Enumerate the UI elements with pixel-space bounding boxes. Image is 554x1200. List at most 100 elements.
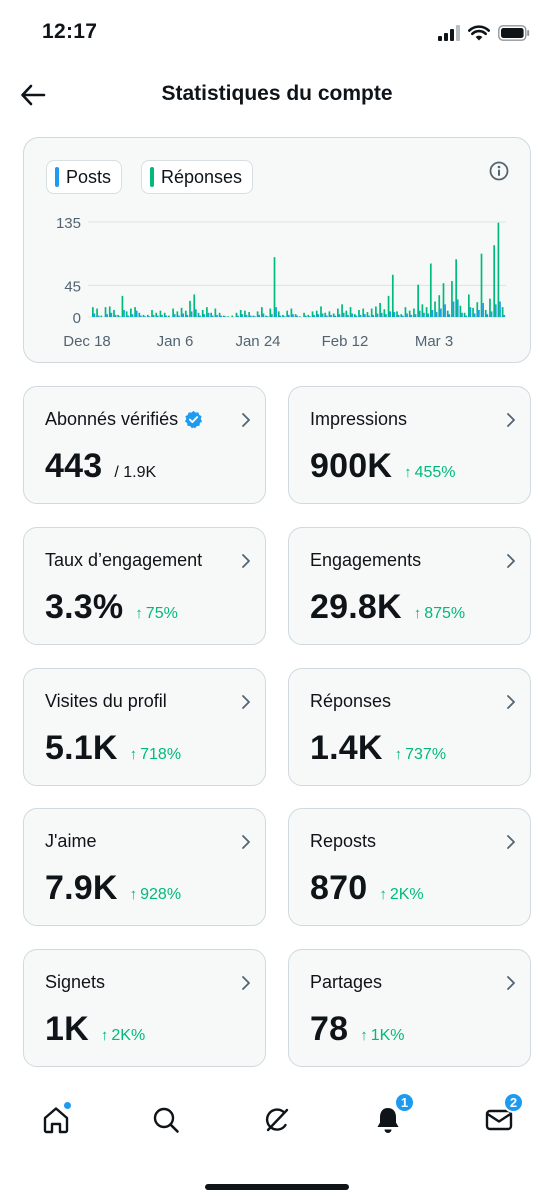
bar-posts: [414, 314, 417, 317]
stat-card-bookmarks[interactable]: Signets 1K ↑ 2K%: [23, 949, 266, 1067]
stat-card-replies[interactable]: Réponses 1.4K ↑ 737%: [288, 668, 531, 786]
stat-value: 7.9K: [45, 869, 118, 907]
stat-card-reposts[interactable]: Reposts 870 ↑ 2K%: [288, 808, 531, 926]
bar-posts: [279, 315, 282, 317]
stat-card-verified-followers[interactable]: Abonnés vérifiés 443 / 1.9K: [23, 386, 266, 504]
legend-replies-swatch: [150, 167, 154, 187]
bar-replies: [497, 222, 500, 317]
bar-posts: [499, 301, 501, 317]
stat-card-profile-visits[interactable]: Visites du profil 5.1K ↑ 718%: [23, 668, 266, 786]
bar-replies: [218, 312, 221, 317]
bar-replies: [210, 312, 212, 317]
stat-label: Engagements: [310, 550, 421, 571]
stat-card-impressions[interactable]: Impressions 900K ↑ 455%: [288, 386, 531, 504]
stat-card-engagement-rate[interactable]: Taux d’engagement 3.3% ↑ 75%: [23, 527, 266, 645]
bar-posts: [182, 313, 185, 317]
bar-replies: [290, 308, 293, 317]
bar-posts: [131, 314, 134, 317]
stat-card-shares[interactable]: Partages 78 ↑ 1K%: [288, 949, 531, 1067]
bar-posts: [317, 314, 320, 317]
bar-posts: [347, 314, 349, 317]
x-tick-label: Feb 12: [322, 333, 369, 350]
bell-icon: [377, 1108, 399, 1133]
bar-replies: [125, 311, 128, 317]
bar-replies: [463, 312, 466, 317]
bar-replies: [184, 310, 187, 317]
bar-posts: [423, 312, 425, 317]
bar-posts: [266, 316, 269, 317]
x-tick-label: Dec 18: [63, 333, 111, 350]
bar-replies: [472, 307, 474, 317]
bar-replies: [231, 315, 234, 317]
bar-posts: [203, 314, 206, 317]
bar-replies: [345, 310, 348, 317]
bar-posts: [338, 314, 341, 317]
info-button[interactable]: [488, 160, 510, 182]
bar-posts: [123, 309, 125, 317]
legend-replies[interactable]: Réponses: [141, 160, 254, 194]
bar-posts: [334, 315, 337, 317]
stat-delta-value: 455%: [414, 464, 456, 481]
bar-replies: [176, 311, 179, 317]
chevron-right-icon: [242, 695, 250, 709]
stat-row: 5.1K ↑ 718%: [45, 729, 181, 768]
arrow-left-icon: [21, 84, 46, 106]
stat-label: Taux d’engagement: [45, 550, 202, 571]
bar-replies: [282, 314, 284, 317]
stat-label-text: Impressions: [310, 409, 408, 429]
bar-replies: [286, 310, 289, 317]
bar-posts: [397, 314, 400, 317]
bar-replies: [239, 309, 242, 317]
bar-replies: [180, 307, 183, 317]
wifi-icon: [468, 25, 490, 41]
legend-posts-label: Posts: [66, 166, 112, 187]
stat-row: 900K ↑ 455%: [310, 447, 456, 486]
stat-row: 443 / 1.9K: [45, 447, 156, 486]
bar-replies: [358, 309, 360, 317]
stat-delta-value: 875%: [424, 605, 466, 622]
bar-replies: [349, 307, 352, 317]
bar-replies: [155, 312, 158, 317]
bar-posts: [435, 312, 438, 317]
tab-home[interactable]: [36, 1100, 76, 1140]
stat-label: Impressions: [310, 409, 407, 430]
tab-search[interactable]: [146, 1100, 186, 1140]
page-title: Statistiques du compte: [161, 82, 393, 105]
chevron-right-icon: [507, 976, 515, 990]
arrow-up-icon: ↑: [129, 886, 138, 903]
bar-replies: [387, 295, 390, 317]
legend-posts[interactable]: Posts: [46, 160, 123, 194]
stat-card-likes[interactable]: J'aime 7.9K ↑ 928%: [23, 808, 266, 926]
bar-replies: [227, 316, 229, 317]
bar-replies: [163, 312, 166, 317]
x-tick-label: Jan 24: [235, 333, 280, 350]
bar-posts: [292, 314, 294, 317]
tab-messages[interactable]: 2: [479, 1092, 524, 1140]
stat-card-engagements[interactable]: Engagements 29.8K ↑ 875%: [288, 527, 531, 645]
chevron-right-icon: [242, 976, 250, 990]
tab-notifications[interactable]: 1: [368, 1092, 415, 1140]
bar-replies: [417, 284, 419, 317]
bar-posts: [148, 316, 151, 317]
stat-row: 870 ↑ 2K%: [310, 869, 424, 908]
bar-replies: [201, 309, 204, 317]
bar-posts: [275, 307, 277, 317]
bar-replies: [151, 309, 153, 317]
stat-delta: ↑ 2K%: [101, 1027, 145, 1045]
stat-row: 1K ↑ 2K%: [45, 1010, 145, 1049]
bar-posts: [254, 316, 256, 317]
bar-posts: [97, 315, 100, 317]
bar-posts: [363, 314, 366, 317]
bar-replies: [121, 295, 124, 317]
stat-label-text: Abonnés vérifiés: [45, 409, 179, 429]
stat-delta-value: 2K%: [111, 1027, 146, 1044]
bar-replies: [396, 311, 398, 317]
engagement-chart: 135 45 0 Dec 18 Jan 6 Jan 24 Feb 12 Mar 3: [56, 215, 506, 350]
bar-posts: [448, 314, 451, 317]
arrow-up-icon: ↑: [394, 746, 403, 763]
back-button[interactable]: [16, 78, 50, 112]
bar-replies: [146, 314, 149, 317]
stat-delta-value: 1K%: [370, 1027, 405, 1044]
tab-grok[interactable]: [257, 1100, 297, 1140]
bar-posts: [207, 312, 210, 317]
